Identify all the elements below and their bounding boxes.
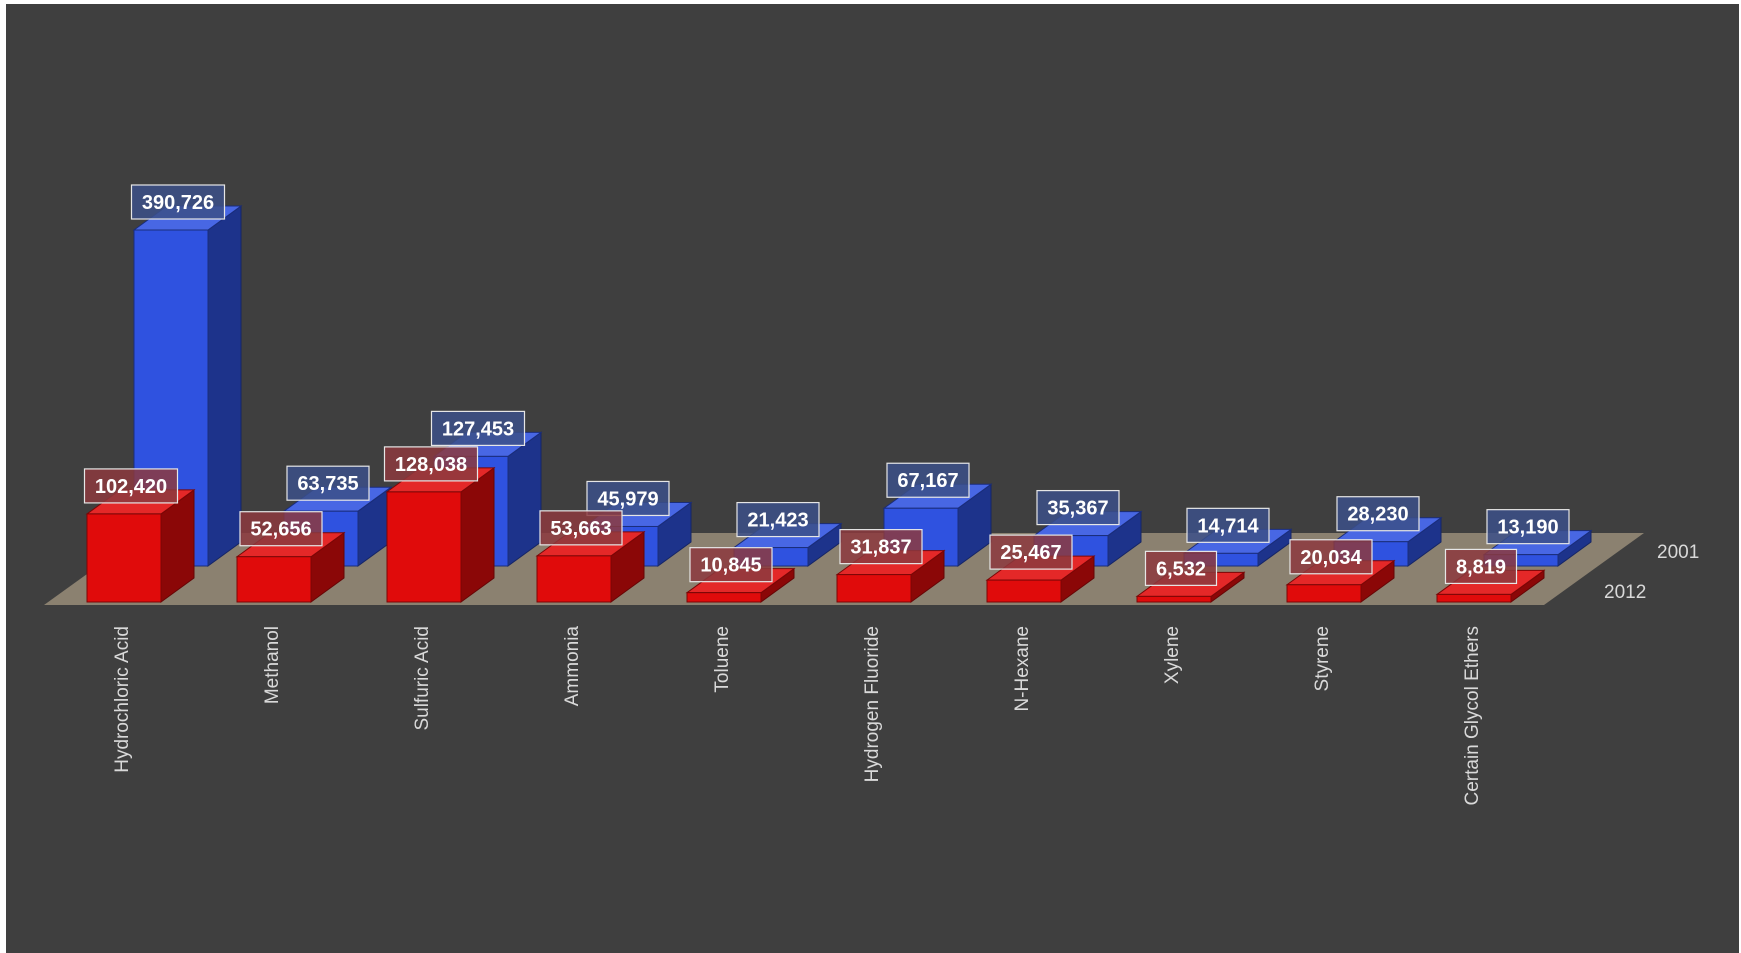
value-label-2012-7: 6,532 [1144, 550, 1218, 586]
value-label-text: 128,038 [395, 454, 467, 476]
category-label-0: Hydrochloric Acid [112, 626, 133, 773]
category-label-8: Styrene [1312, 626, 1333, 691]
series-label-2001: 2001 [1657, 542, 1699, 563]
value-label-2001-7: 14,714 [1186, 507, 1270, 543]
value-label-2001-2: 127,453 [430, 410, 526, 446]
value-label-text: 52,656 [250, 519, 311, 541]
chart-svg: 390,726 63,735 127,453 45,979 21,423 67,167 35… [44, 184, 1699, 806]
category-labels: Hydrochloric Acid Methanol Sulfuric Acid Am… [112, 626, 1483, 806]
series-axis-labels: 2001 2012 [1604, 542, 1699, 603]
category-label-1: Methanol [262, 626, 283, 704]
value-label-text: 20,034 [1300, 547, 1362, 569]
value-label-text: 67,167 [897, 470, 958, 492]
value-label-2001-5: 67,167 [886, 462, 970, 498]
value-label-text: 53,663 [550, 518, 611, 540]
category-label-9: Certain Glycol Ethers [1462, 626, 1483, 806]
value-label-text: 21,423 [747, 510, 808, 532]
value-label-text: 390,726 [142, 192, 214, 214]
value-label-text: 8,819 [1456, 556, 1506, 578]
value-label-text: 13,190 [1497, 517, 1558, 539]
value-label-2001-4: 21,423 [736, 501, 820, 538]
value-label-2012-9: 8,819 [1444, 548, 1518, 585]
value-label-text: 6,532 [1156, 558, 1206, 580]
value-label-2012-4: 10,845 [689, 547, 773, 583]
value-label-2001-8: 28,230 [1336, 496, 1420, 532]
category-label-2: Sulfuric Acid [412, 626, 433, 731]
bar-2012-2 [385, 466, 496, 603]
value-label-text: 45,979 [597, 488, 658, 510]
data-labels: 390,726 63,735 127,453 45,979 21,423 67,167 35… [83, 184, 1570, 586]
value-label-2012-5: 31,837 [839, 529, 923, 565]
value-label-2012-3: 53,663 [539, 510, 623, 546]
value-label-2012-0: 102,420 [83, 468, 179, 504]
bar-2012-0 [85, 488, 196, 603]
value-label-2001-3: 45,979 [586, 480, 670, 517]
value-label-text: 31,837 [850, 537, 911, 559]
value-label-text: 25,467 [1000, 542, 1061, 564]
value-label-2012-8: 20,034 [1289, 539, 1373, 575]
category-label-5: Hydrogen Fluoride [862, 626, 883, 782]
value-label-2012-1: 52,656 [239, 511, 323, 547]
value-label-text: 14,714 [1197, 515, 1259, 537]
category-label-6: N-Hexane [1012, 626, 1033, 712]
value-label-2001-1: 63,735 [286, 465, 370, 501]
value-label-text: 127,453 [442, 418, 514, 440]
value-label-text: 10,845 [700, 555, 761, 577]
value-label-2001-9: 13,190 [1486, 509, 1570, 545]
value-label-text: 28,230 [1347, 504, 1408, 526]
series-label-2012: 2012 [1604, 582, 1646, 603]
chart-area: 390,726 63,735 127,453 45,979 21,423 67,167 35… [6, 4, 1739, 953]
value-label-text: 102,420 [95, 476, 167, 498]
category-label-3: Ammonia [562, 626, 583, 707]
value-label-2012-6: 25,467 [989, 534, 1073, 570]
value-label-2001-6: 35,367 [1036, 489, 1120, 526]
value-label-2001-0: 390,726 [130, 184, 226, 220]
value-label-2012-2: 128,038 [383, 446, 479, 482]
value-label-text: 63,735 [297, 473, 358, 495]
value-label-text: 35,367 [1047, 498, 1108, 520]
category-label-7: Xylene [1162, 626, 1183, 684]
category-label-4: Toluene [712, 626, 733, 693]
